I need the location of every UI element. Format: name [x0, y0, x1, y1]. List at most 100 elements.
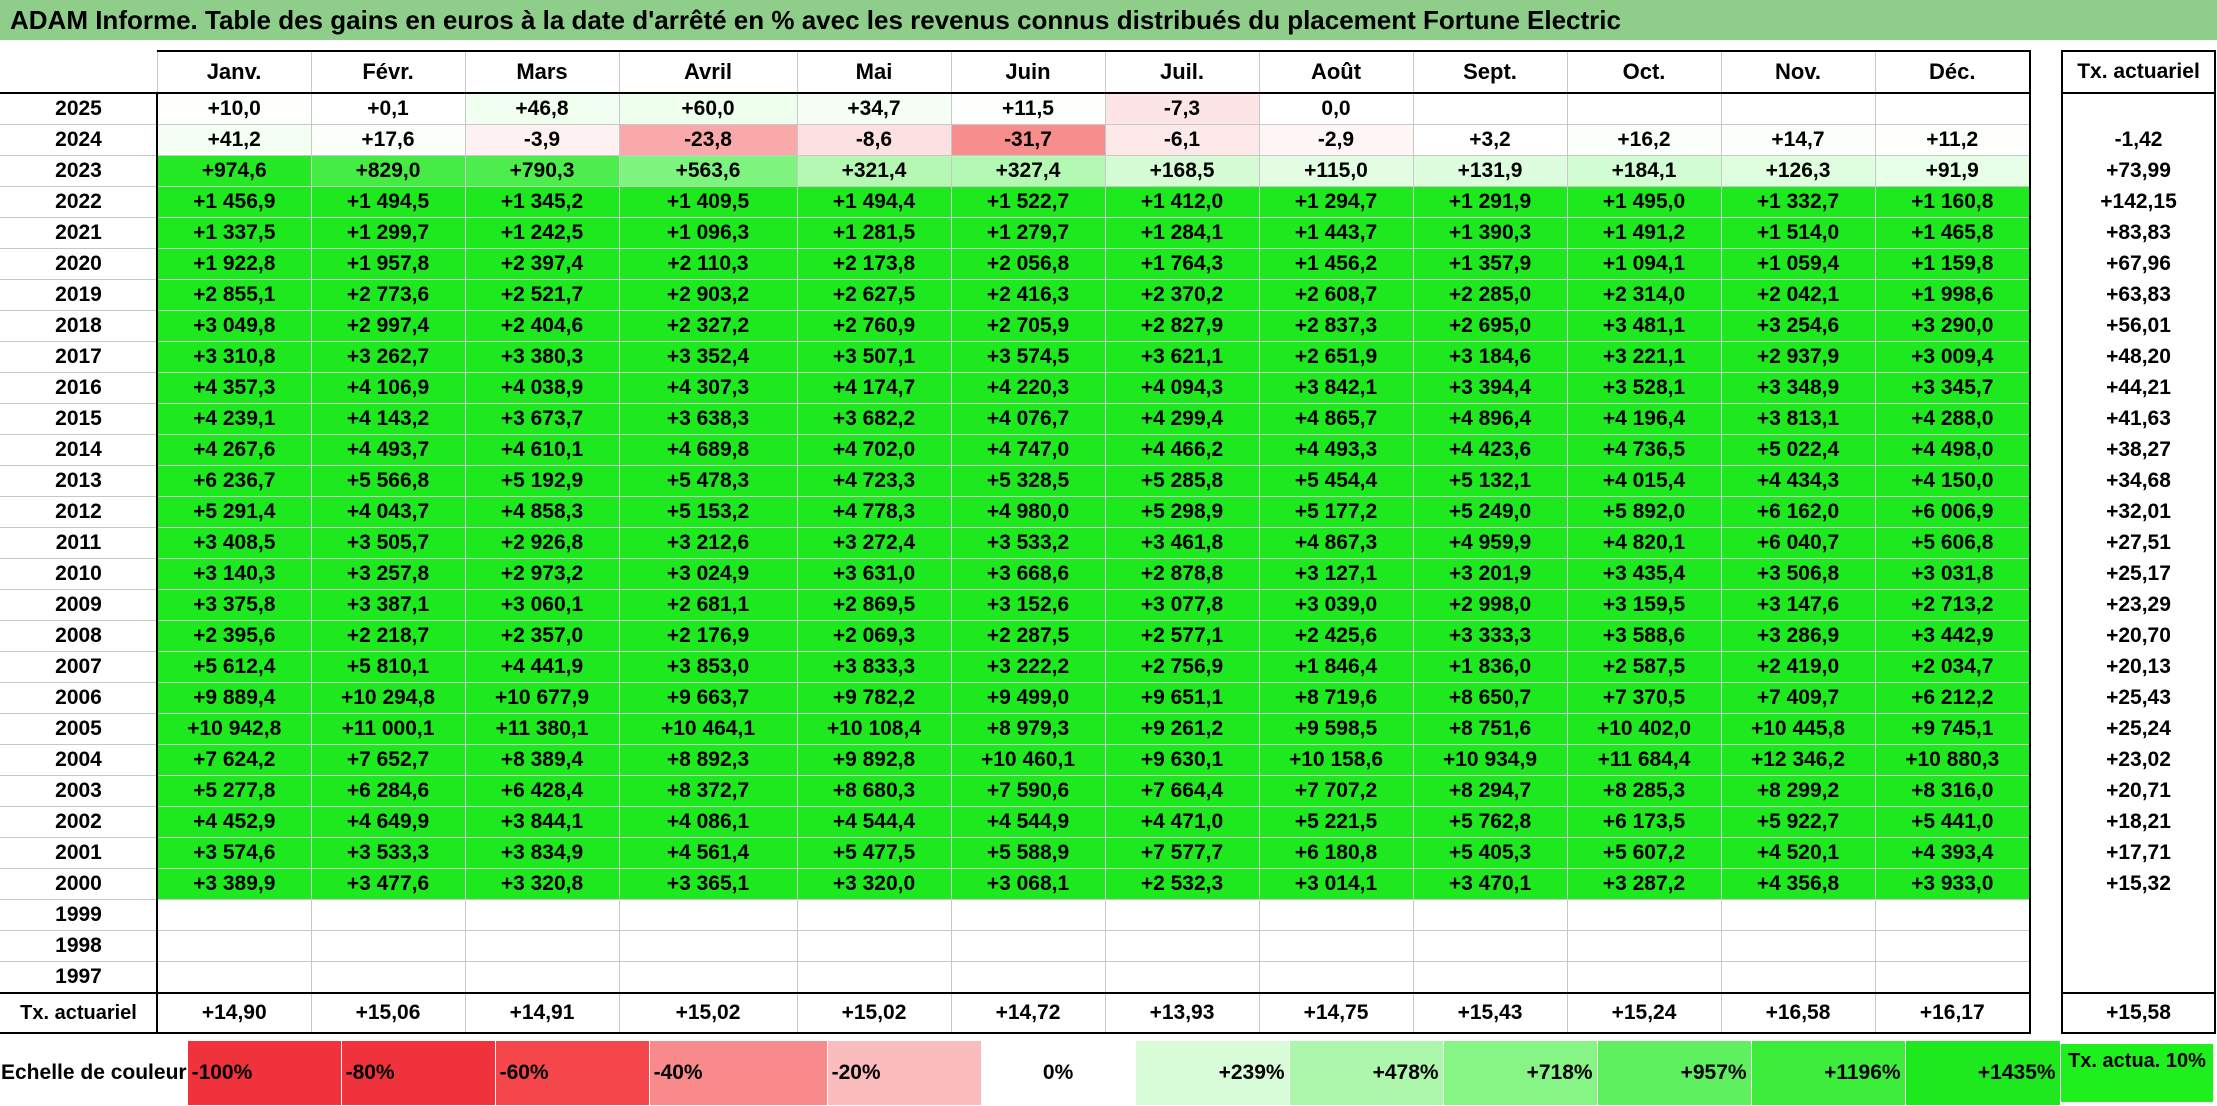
gain-cell [310, 930, 466, 962]
gain-cell: +4 452,9 [156, 806, 312, 838]
gain-cell: +3 461,8 [1104, 527, 1260, 559]
gain-cell: +4 434,3 [1720, 465, 1876, 497]
year-label: 2022 [0, 186, 158, 218]
actuarial-row: +34,68 [2061, 465, 2216, 497]
gain-cell: +5 607,2 [1566, 837, 1722, 869]
gain-cell: +3 574,6 [156, 837, 312, 869]
gain-cell: +790,3 [464, 155, 620, 187]
gain-cell: +3 375,8 [156, 589, 312, 621]
actuarial-row: +83,83 [2061, 217, 2216, 249]
table-row: 2009 +3 375,8 +3 387,1 +3 060,1 +2 681,1 +2 8… [0, 589, 2031, 621]
actuarial-cell: +34,68 [2061, 465, 2216, 497]
gain-cell: +4 471,0 [1104, 806, 1260, 838]
scale-step: +957% [1596, 1040, 1752, 1106]
gain-cell: +6 212,2 [1874, 682, 2031, 714]
gain-cell: +8 294,7 [1412, 775, 1568, 807]
year-label: 2013 [0, 465, 158, 497]
gain-cell: +3 682,2 [796, 403, 952, 435]
table-row: 2004 +7 624,2 +7 652,7 +8 389,4 +8 892,3 +9 8… [0, 744, 2031, 776]
gain-cell: +1 764,3 [1104, 248, 1260, 280]
gain-cell: +2 651,9 [1258, 341, 1414, 373]
gain-cell: +4 441,9 [464, 651, 620, 683]
table-row: 2017 +3 310,8 +3 262,7 +3 380,3 +3 352,4 +3 5… [0, 341, 2031, 373]
gain-cell: +4 520,1 [1720, 837, 1876, 869]
actuarial-row: +18,21 [2061, 806, 2216, 838]
gain-cell [156, 899, 312, 931]
actuarial-rate-cell: +14,75 [1258, 992, 1414, 1034]
gain-cell: +7 577,7 [1104, 837, 1260, 869]
gain-cell: +1 443,7 [1258, 217, 1414, 249]
gain-cell: +2 416,3 [950, 279, 1106, 311]
gain-cell: +1 998,6 [1874, 279, 2031, 311]
gain-cell: +7 652,7 [310, 744, 466, 776]
gain-cell: +184,1 [1566, 155, 1722, 187]
actuarial-row: +67,96 [2061, 248, 2216, 280]
table-row: 2003 +5 277,8 +6 284,6 +6 428,4 +8 372,7 +8 6… [0, 775, 2031, 807]
gain-cell: +3 574,5 [950, 341, 1106, 373]
actuarial-cell: +56,01 [2061, 310, 2216, 342]
gain-cell: +10 677,9 [464, 682, 620, 714]
gain-cell: +9 499,0 [950, 682, 1106, 714]
gain-cell: +3 588,6 [1566, 620, 1722, 652]
gain-cell [1566, 92, 1722, 125]
table-row: 2006 +9 889,4 +10 294,8 +10 677,9 +9 663,7 +9… [0, 682, 2031, 714]
gain-cell: +3 147,6 [1720, 589, 1876, 621]
gains-table: Janv. Févr. Mars Avril Mai Juin Juil. Août Sept.… [0, 50, 2031, 1034]
actuarial-row: +20,71 [2061, 775, 2216, 807]
gain-cell: +2 695,0 [1412, 310, 1568, 342]
gain-cell: +4 043,7 [310, 496, 466, 528]
gain-cell: +4 493,3 [1258, 434, 1414, 466]
month-header: Juil. [1104, 50, 1260, 94]
gain-cell: +3 077,8 [1104, 589, 1260, 621]
gain-cell: +5 892,0 [1566, 496, 1722, 528]
gain-cell: +3 631,0 [796, 558, 952, 590]
gain-cell [1874, 961, 2031, 994]
gain-cell: +3 310,8 [156, 341, 312, 373]
gain-cell: +1 242,5 [464, 217, 620, 249]
gain-cell: +10 158,6 [1258, 744, 1414, 776]
gain-cell: +1 299,7 [310, 217, 466, 249]
gain-cell: +3 222,2 [950, 651, 1106, 683]
gain-cell [310, 899, 466, 931]
gain-cell: +1 494,4 [796, 186, 952, 218]
gain-cell: +4 498,0 [1874, 434, 2031, 466]
gain-cell: -2,9 [1258, 124, 1414, 156]
gain-cell: +3 380,3 [464, 341, 620, 373]
gain-cell: +9 651,1 [1104, 682, 1260, 714]
year-label: 2008 [0, 620, 158, 652]
gain-cell: +3 333,3 [1412, 620, 1568, 652]
actuarial-row: +20,70 [2061, 620, 2216, 652]
actuarial-row [2061, 930, 2216, 962]
gain-cell: +2 419,0 [1720, 651, 1876, 683]
gain-cell: +5 022,4 [1720, 434, 1876, 466]
gain-cell: +16,2 [1566, 124, 1722, 156]
gain-cell: +2 042,1 [1720, 279, 1876, 311]
scale-step: -20% [826, 1040, 982, 1106]
gain-cell: +3 039,0 [1258, 589, 1414, 621]
gain-cell: +5 249,0 [1412, 496, 1568, 528]
gain-cell: +6 428,4 [464, 775, 620, 807]
table-row: 2024 +41,2 +17,6 -3,9 -23,8 -8,6 -31,7 -6,1 -2,9… [0, 124, 2031, 156]
gain-cell: +4 143,2 [310, 403, 466, 435]
gain-cell: +126,3 [1720, 155, 1876, 187]
gain-cell: +9 892,8 [796, 744, 952, 776]
gain-cell: +4 689,8 [618, 434, 798, 466]
gain-cell: +4 015,4 [1566, 465, 1722, 497]
gain-cell: +6 284,6 [310, 775, 466, 807]
year-label: 2009 [0, 589, 158, 621]
gain-cell: +2 713,2 [1874, 589, 2031, 621]
gain-cell: +1 390,3 [1412, 217, 1568, 249]
table-row: 1998 [0, 930, 2031, 962]
gain-cell: +60,0 [618, 92, 798, 125]
actuarial-row: +32,01 [2061, 496, 2216, 528]
gain-cell: +1 412,0 [1104, 186, 1260, 218]
gain-cell: +3 533,2 [950, 527, 1106, 559]
gain-cell: +8 719,6 [1258, 682, 1414, 714]
gain-cell: +1 279,7 [950, 217, 1106, 249]
gain-cell: +2 627,5 [796, 279, 952, 311]
gain-cell: +3 621,1 [1104, 341, 1260, 373]
gain-cell: +1 522,7 [950, 186, 1106, 218]
gain-cell: +4 561,4 [618, 837, 798, 869]
gain-cell: +6 162,0 [1720, 496, 1876, 528]
gain-cell: +5 192,9 [464, 465, 620, 497]
